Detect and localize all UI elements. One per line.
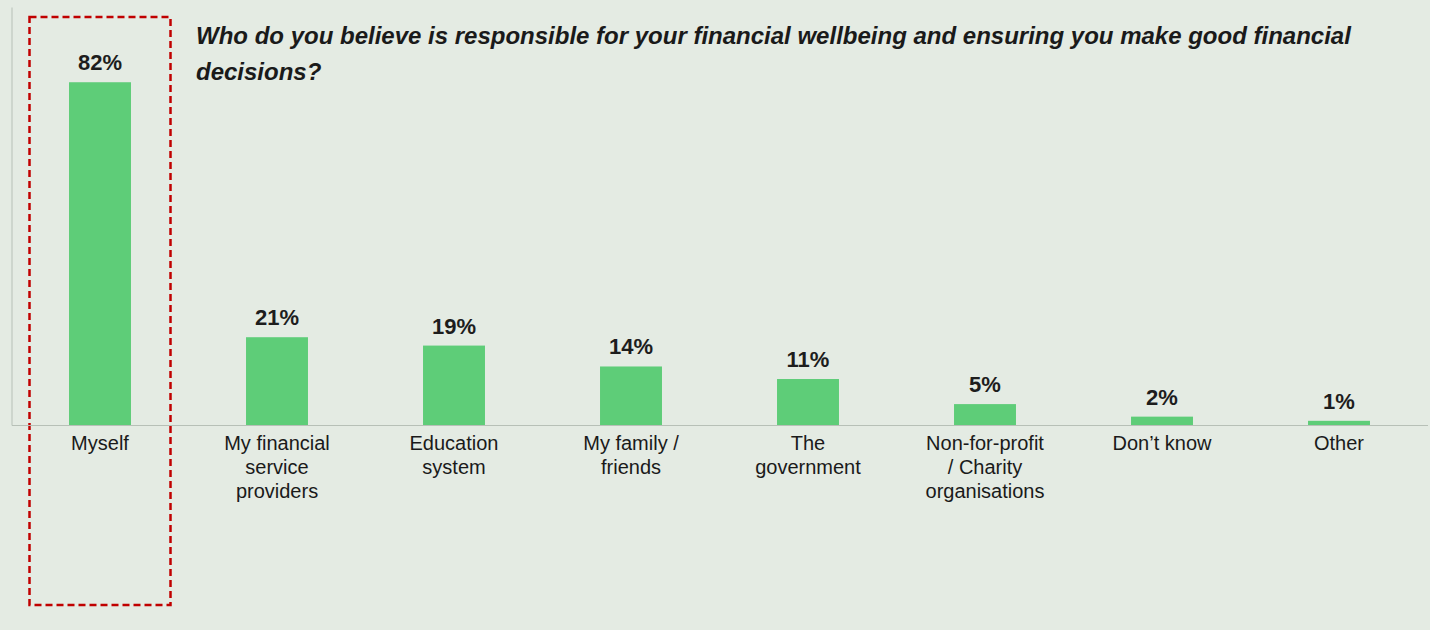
text-line: My family /: [583, 432, 679, 454]
text-line: The: [791, 432, 825, 454]
data-label: 14%: [609, 334, 653, 359]
bar: [423, 346, 485, 425]
bar: [600, 366, 662, 425]
text-line: Non-for-profit: [926, 432, 1044, 454]
x-tick: Other: [1314, 432, 1364, 454]
data-label: 5%: [969, 372, 1001, 397]
x-tick-label: Myself: [71, 432, 129, 454]
text-line: Other: [1314, 432, 1364, 454]
text-line: Myself: [71, 432, 129, 454]
y-axis: [12, 8, 13, 426]
text-line: service: [245, 456, 308, 478]
x-tick-label: Educationsystem: [410, 432, 499, 478]
x-tick-label: Thegovernment: [755, 432, 861, 478]
text-line: friends: [601, 456, 661, 478]
x-tick: Don’t know: [1113, 432, 1212, 454]
data-label: 21%: [255, 305, 299, 330]
text-line: government: [755, 456, 861, 478]
x-tick-label: My family /friends: [583, 432, 679, 478]
text-line: Education: [410, 432, 499, 454]
bar: [246, 337, 308, 425]
y-axis-line: [12, 8, 13, 426]
x-tick-label: Don’t know: [1113, 432, 1212, 454]
x-tick: Thegovernment: [755, 432, 861, 478]
bar: [1308, 421, 1370, 425]
data-label: 82%: [78, 50, 122, 75]
text-line: Who do you believe is responsible for yo…: [196, 22, 1352, 49]
data-label: 19%: [432, 314, 476, 339]
data-label: 2%: [1146, 385, 1178, 410]
text-line: organisations: [926, 480, 1045, 502]
x-tick-label: Other: [1314, 432, 1364, 454]
text-line: decisions?: [196, 58, 322, 85]
x-tick: Educationsystem: [410, 432, 499, 478]
bar: [69, 82, 131, 425]
data-labels: 82% 21% 19% 14% 11% 5% 2% 1%: [78, 50, 1355, 414]
chart-svg: Who do you believe is responsible for yo…: [0, 0, 1430, 630]
text-line: system: [422, 456, 485, 478]
text-line: Don’t know: [1113, 432, 1212, 454]
x-tick: Myself: [71, 432, 129, 454]
background: [0, 0, 1430, 630]
bar: [954, 404, 1016, 425]
bar: [1131, 417, 1193, 425]
text-line: / Charity: [948, 456, 1022, 478]
x-axis: Myself My financialserviceproviders Educat…: [12, 426, 1428, 503]
text-line: providers: [236, 480, 318, 502]
x-axis-line: [12, 425, 1428, 426]
x-tick-label: My financialserviceproviders: [224, 432, 330, 502]
bars: [69, 82, 1370, 425]
x-tick-label: Non-for-profit/ Charityorganisations: [926, 432, 1045, 502]
text-line: My financial: [224, 432, 330, 454]
x-tick: My financialserviceproviders: [224, 432, 330, 502]
chart-title: Who do you believe is responsible for yo…: [196, 22, 1352, 85]
x-tick: My family /friends: [583, 432, 679, 478]
bar: [777, 379, 839, 425]
data-label: 11%: [787, 347, 830, 372]
highlight-box: [30, 17, 171, 605]
x-tick: Non-for-profit/ Charityorganisations: [926, 432, 1045, 502]
data-label: 1%: [1323, 389, 1355, 414]
